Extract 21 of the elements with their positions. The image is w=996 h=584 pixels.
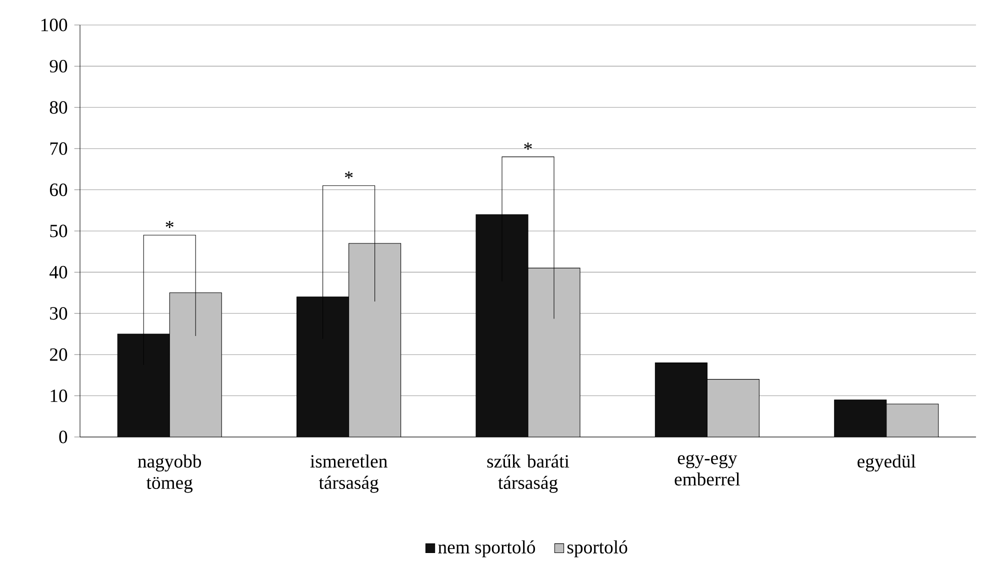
y-tick-label: 100 [41,18,68,32]
annotation: * [344,172,353,179]
y-tick-label: 0 [59,430,68,444]
y-tick-label: 20 [50,348,68,361]
y-tick-label: 70 [50,142,68,155]
y-tick-label: 80 [50,101,68,114]
y-tick-label: 50 [50,224,68,238]
legend-label: nem sportoló [438,540,536,558]
y-tick-label: 30 [50,307,68,320]
y-tick-label: 90 [50,60,68,72]
x-tick-label: egyedül [858,454,916,472]
y-tick-label: 40 [50,266,68,278]
annotation: * [524,142,532,150]
annotation: * [166,220,174,228]
x-tick-label: ismeretlen társaság [310,454,388,493]
y-tick-label: 60 [50,183,68,196]
x-tick-label: nagyobb tömeg [138,454,202,493]
y-tick-label: 10 [50,389,68,402]
x-tick-label: egy-egy emberrel [674,454,740,486]
legend-label: sportoló [567,540,628,558]
x-tick-label: szűk baráti társaság [487,454,570,493]
